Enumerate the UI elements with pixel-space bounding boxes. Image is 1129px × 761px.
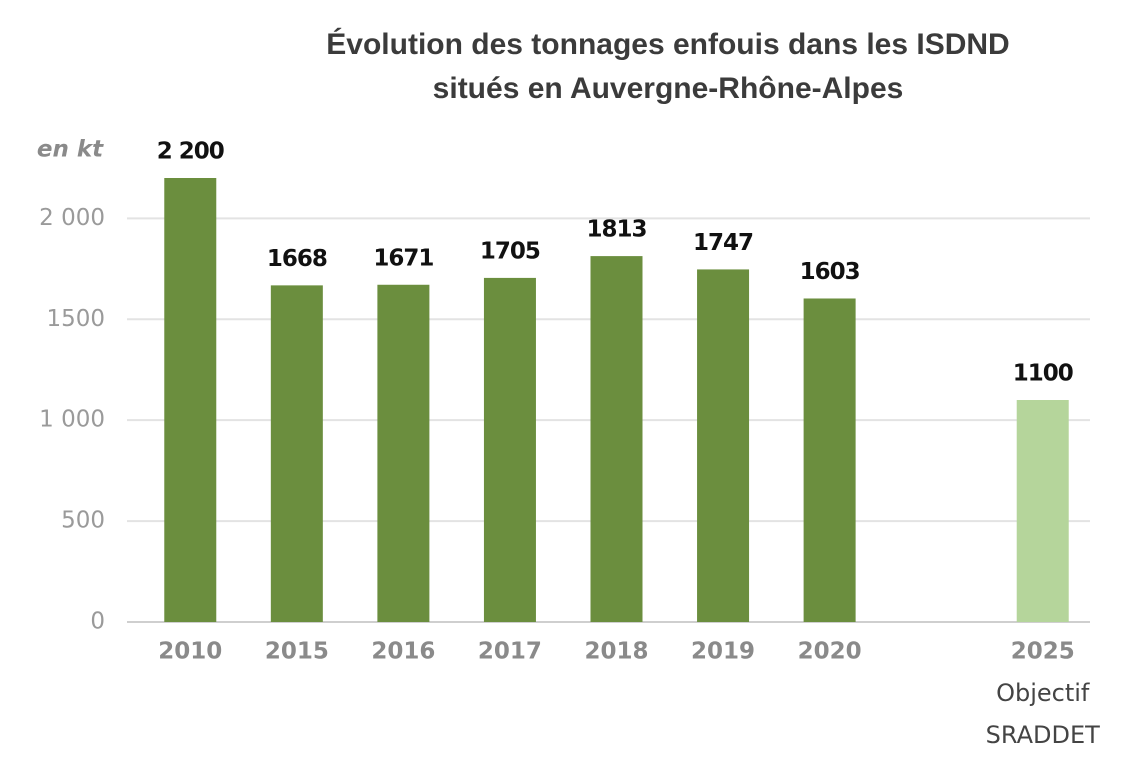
y-axis-label: en kt — [37, 137, 104, 163]
y-tick-label: 500 — [61, 508, 105, 534]
x-tick-label: SRADDET — [986, 721, 1100, 749]
x-tick-label: 2015 — [265, 639, 329, 665]
data-label: 1603 — [800, 259, 860, 285]
data-label: 1100 — [1013, 361, 1073, 387]
x-tick-label: 2018 — [584, 639, 648, 665]
data-label: 1671 — [373, 245, 433, 271]
x-tick-label: 2019 — [691, 639, 755, 665]
data-label: 1668 — [267, 246, 327, 272]
chart-title: Évolution des tonnages enfouis dans les … — [326, 27, 1009, 61]
bar — [803, 298, 856, 622]
bar — [590, 256, 643, 622]
x-tick-label: 2020 — [798, 639, 862, 665]
data-label: 2 200 — [157, 139, 224, 165]
x-tick-label: Objectif — [996, 679, 1090, 707]
y-tick-label: 0 — [90, 609, 105, 635]
bar — [270, 285, 323, 622]
bar — [483, 277, 536, 622]
bar — [164, 178, 217, 622]
data-label: 1813 — [586, 217, 646, 243]
y-tick-label: 1500 — [46, 306, 105, 332]
x-tick-label: 2016 — [371, 639, 435, 665]
x-tick-label: 2025 — [1011, 639, 1075, 665]
bar — [697, 269, 750, 622]
data-label: 1747 — [693, 230, 753, 256]
y-tick-label: 2 000 — [39, 205, 105, 231]
x-tick-label: 2010 — [158, 639, 222, 665]
bar — [377, 284, 430, 622]
y-tick-label: 1 000 — [39, 407, 105, 433]
bar — [1016, 400, 1069, 622]
chart-title: situés en Auvergne-Rhône-Alpes — [433, 72, 904, 105]
x-tick-label: 2017 — [478, 639, 542, 665]
data-label: 1705 — [480, 238, 540, 264]
